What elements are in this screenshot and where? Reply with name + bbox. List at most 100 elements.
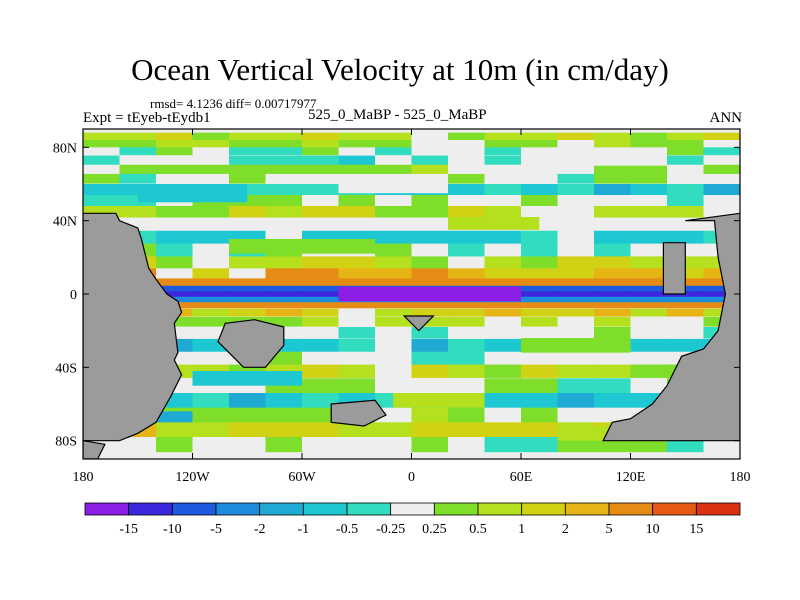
band-cell: [557, 378, 595, 394]
band-cell: [229, 302, 266, 309]
band-cell: [338, 206, 376, 218]
band-cell: [156, 437, 193, 453]
band-cell: [338, 268, 376, 280]
band-cell: [448, 422, 485, 438]
band-cell: [630, 327, 668, 339]
band-cell: [192, 302, 230, 309]
colorbar-label: 5: [606, 522, 613, 537]
band-cell: [265, 393, 303, 409]
band-cell: [338, 164, 376, 175]
band-cell: [521, 285, 558, 292]
band-cell: [192, 437, 230, 453]
band-cell: [83, 132, 120, 141]
band-cell: [630, 164, 668, 175]
band-cell: [229, 278, 266, 289]
chart-title: Ocean Vertical Velocity at 10m (in cm/da…: [131, 52, 669, 87]
band-cell: [630, 230, 668, 245]
band-cell: [484, 230, 522, 245]
band-cell: [192, 147, 230, 156]
band-cell: [375, 155, 412, 166]
band-cell: [484, 140, 522, 148]
band-cell: [557, 407, 595, 423]
band-cell: [338, 422, 376, 438]
band-cell: [265, 184, 303, 196]
colorbar-box: [346, 502, 392, 516]
band-cell: [192, 155, 230, 166]
band-cell: [375, 268, 412, 280]
band-cell: [302, 132, 339, 141]
band-cell: [411, 243, 449, 257]
land-island-east: [662, 242, 686, 295]
band-cell: [375, 217, 412, 232]
band-cell: [521, 278, 558, 289]
band-cell: [411, 256, 449, 270]
band-cell: [375, 243, 412, 257]
band-cell: [667, 230, 704, 245]
band-cell: [448, 195, 485, 207]
band-cell: [521, 302, 558, 309]
band-cell: [630, 338, 668, 353]
field-patch: [521, 151, 667, 166]
band-cell: [521, 206, 558, 218]
colorbar-label: -5: [210, 522, 222, 537]
band-cell: [375, 132, 412, 141]
band-cell: [667, 296, 704, 303]
band-cell: [338, 316, 376, 327]
band-cell: [192, 278, 230, 289]
band-cell: [594, 291, 631, 298]
band-cell: [594, 206, 631, 218]
colorbar-label: 1: [518, 522, 525, 537]
band-cell: [265, 407, 303, 423]
band-cell: [703, 285, 740, 292]
band-cell: [119, 147, 157, 156]
land-eurasia-east: [602, 212, 740, 442]
band-cell: [630, 364, 668, 378]
band-cell: [521, 296, 558, 303]
band-cell: [484, 155, 522, 166]
band-cell: [521, 308, 558, 317]
band-cell: [229, 291, 266, 298]
band-cell: [667, 164, 704, 175]
band-cell: [594, 378, 631, 394]
band-cell: [375, 308, 412, 317]
band-cell: [375, 364, 412, 378]
band-cell: [229, 296, 266, 303]
band-cell: [667, 147, 704, 156]
band-cell: [630, 285, 668, 292]
band-cell: [484, 327, 522, 339]
band-cell: [192, 308, 230, 317]
band-cell: [265, 173, 303, 184]
band-cell: [192, 422, 230, 438]
colorbar-label: -0.5: [336, 522, 358, 537]
band-cell: [448, 268, 485, 280]
band-cell: [192, 230, 230, 245]
band-cell: [484, 393, 522, 409]
band-cell: [594, 230, 631, 245]
band-cell: [703, 173, 740, 184]
band-cell: [229, 217, 266, 232]
band-cell: [411, 217, 449, 232]
band-cell: [192, 173, 230, 184]
band-cell: [302, 206, 339, 218]
band-cell: [265, 217, 303, 232]
band-cell: [302, 195, 339, 207]
band-cell: [484, 338, 522, 353]
band-cell: [411, 302, 449, 309]
band-cell: [667, 327, 704, 339]
band-cell: [338, 147, 376, 156]
band-cell: [265, 256, 303, 270]
x-tick-label: 120W: [175, 470, 210, 485]
band-cell: [521, 140, 558, 148]
band-cell: [156, 243, 193, 257]
band-cell: [630, 308, 668, 317]
band-cell: [630, 206, 668, 218]
band-cell: [484, 132, 522, 141]
band-cell: [411, 422, 449, 438]
band-cell: [448, 230, 485, 245]
band-cell: [302, 173, 339, 184]
band-cell: [594, 195, 631, 207]
field-patch: [338, 174, 448, 194]
band-cell: [338, 132, 376, 141]
band-cell: [411, 308, 449, 317]
band-cell: [484, 407, 522, 423]
